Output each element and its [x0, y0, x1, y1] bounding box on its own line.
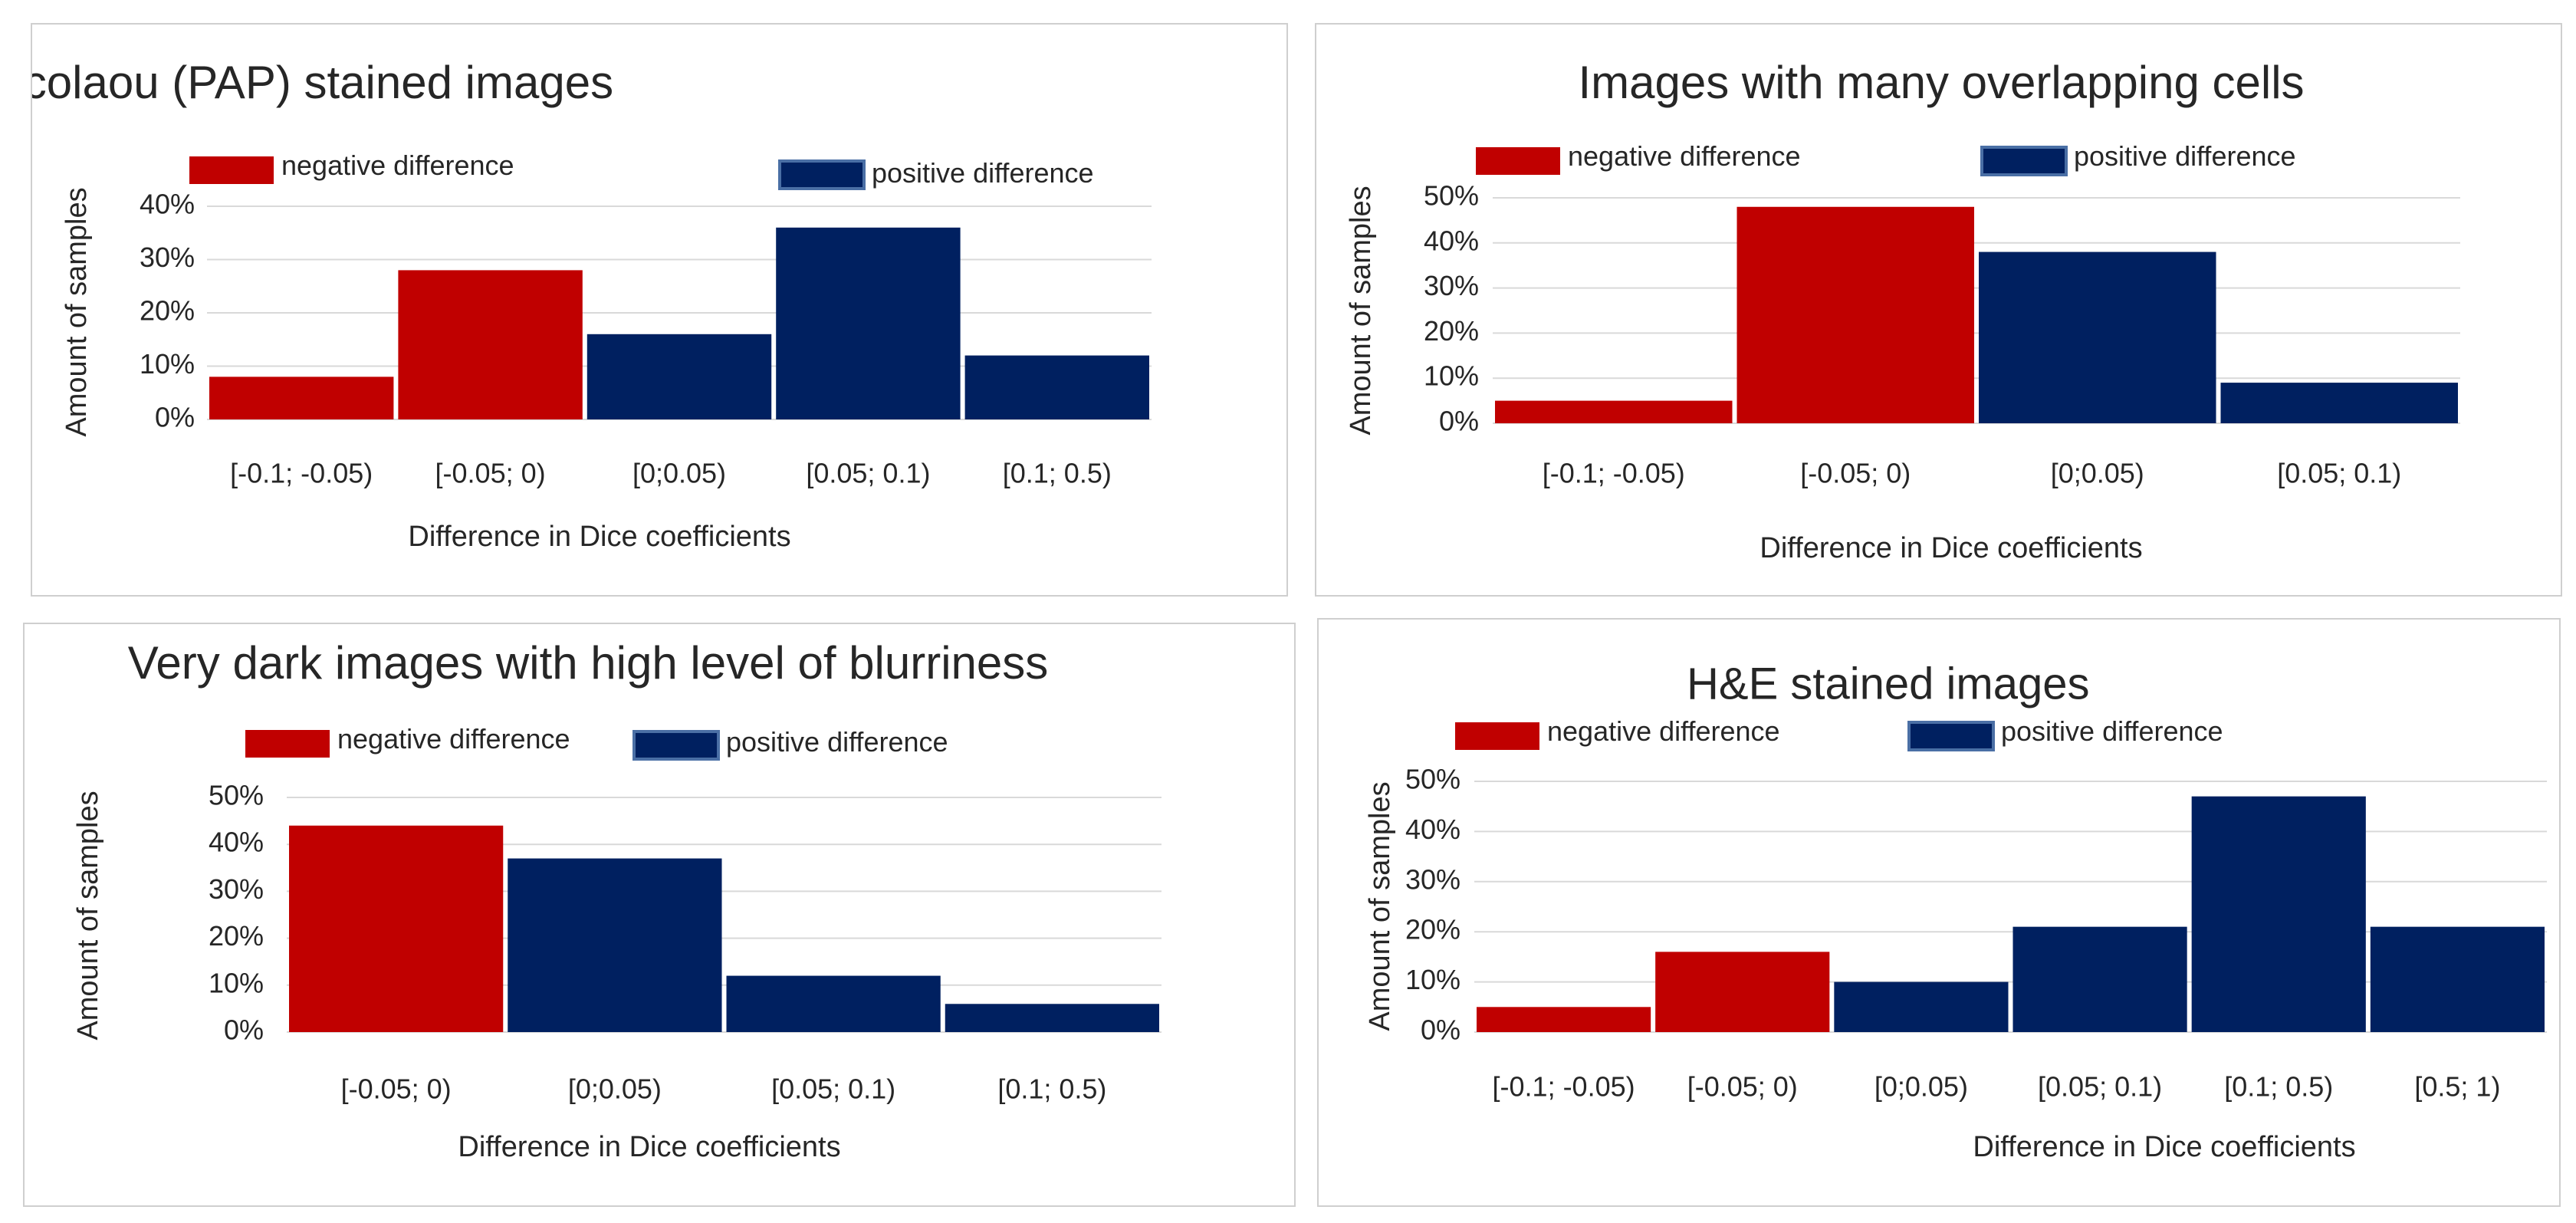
y-axis-label: Amount of samples: [61, 187, 93, 436]
y-tick-label: 30%: [1424, 270, 1479, 301]
y-tick-label: 10%: [140, 348, 195, 380]
y-tick-label: 30%: [1405, 863, 1460, 895]
x-tick-label: [0;0.05): [2051, 458, 2144, 489]
legend-swatch-positive: [1980, 146, 2068, 176]
x-tick-label: [0.05; 0.1): [806, 458, 930, 489]
legend-label-negative: negative difference: [337, 723, 570, 755]
x-axis-label: Difference in Dice coefficients: [1760, 532, 2142, 564]
y-tick-label: 20%: [1424, 315, 1479, 347]
bar-negative: [1737, 206, 1974, 423]
x-tick-label: [-0.1; -0.05): [1543, 458, 1685, 489]
x-tick-label: [0.1; 0.5): [1003, 458, 1112, 489]
legend-swatch-negative: [189, 156, 274, 184]
bar-positive: [945, 1004, 1159, 1032]
chart-panel-pap: Papanocolaou (PAP) stained images negativ…: [31, 23, 1288, 597]
chart-title: Very dark images with high level of blur…: [128, 637, 1049, 689]
y-tick-label: 10%: [1405, 964, 1460, 995]
bar-negative: [209, 376, 394, 419]
legend-label-positive: positive difference: [2001, 715, 2223, 747]
x-tick-label: [-0.05; 0): [435, 458, 546, 489]
y-tick-label: 40%: [209, 827, 264, 858]
legend-swatch-negative: [1455, 722, 1539, 750]
y-tick-label: 20%: [140, 295, 195, 327]
legend-swatch-negative: [1476, 147, 1560, 175]
bar-positive: [2191, 796, 2366, 1032]
y-axis-label: Amount of samples: [1345, 186, 1377, 435]
x-tick-label: [0;0.05): [568, 1073, 662, 1105]
chart-panel-overlapping: Images with many overlapping cells negati…: [1315, 23, 2562, 597]
chart-title: H&E stained images: [1687, 659, 2089, 708]
x-axis-label: Difference in Dice coefficients: [458, 1131, 840, 1163]
bar-negative: [1477, 1007, 1651, 1032]
legend-label-negative: negative difference: [1568, 140, 1801, 172]
bar-positive: [2013, 926, 2187, 1032]
legend-swatch-negative: [245, 730, 330, 758]
bar-positive: [1834, 981, 2009, 1032]
legend-swatch-positive: [1907, 721, 1995, 751]
chart-svg: Images with many overlapping cells negati…: [1345, 57, 2460, 564]
y-tick-label: 40%: [1424, 225, 1479, 256]
legend-label-positive: positive difference: [872, 157, 1094, 189]
x-tick-label: [0.5; 1): [2414, 1071, 2500, 1103]
chart-svg: H&E stained images negative difference pos…: [1364, 659, 2547, 1163]
x-tick-label: [0.1; 0.5): [2224, 1071, 2333, 1103]
y-tick-label: 10%: [209, 967, 264, 998]
legend-swatch-positive: [778, 159, 866, 190]
y-tick-label: 30%: [140, 242, 195, 273]
y-tick-label: 0%: [224, 1014, 264, 1046]
chart-panel-he: H&E stained images negative difference pos…: [1317, 618, 2561, 1207]
y-tick-label: 50%: [1405, 764, 1460, 795]
x-tick-label: [-0.1; -0.05): [230, 458, 373, 489]
bar-positive: [776, 227, 961, 419]
bar-positive: [1979, 252, 2216, 423]
y-tick-label: 40%: [140, 189, 195, 220]
x-tick-label: [-0.05; 0): [1687, 1071, 1798, 1103]
x-tick-label: [0.05; 0.1): [2277, 458, 2401, 489]
bar-positive: [726, 975, 941, 1032]
chart-svg: Very dark images with high level of blur…: [72, 637, 1162, 1163]
bar-positive: [508, 858, 722, 1032]
x-tick-label: [0;0.05): [1875, 1071, 1968, 1103]
x-tick-label: [0;0.05): [632, 458, 726, 489]
x-tick-label: [0.05; 0.1): [2038, 1071, 2162, 1103]
y-tick-label: 20%: [209, 920, 264, 952]
bar-negative: [1655, 952, 1830, 1032]
y-tick-label: 40%: [1405, 814, 1460, 845]
legend-label-positive: positive difference: [2074, 140, 2296, 172]
x-axis-label: Difference in Dice coefficients: [408, 521, 790, 553]
legend-label-negative: negative difference: [1547, 715, 1780, 747]
x-tick-label: [-0.05; 0): [341, 1073, 452, 1105]
y-tick-label: 50%: [209, 780, 264, 811]
chart-svg: Papanocolaou (PAP) stained images negativ…: [32, 57, 1152, 553]
y-tick-label: 50%: [1424, 180, 1479, 212]
bar-negative: [398, 270, 583, 419]
legend-swatch-positive: [632, 730, 720, 761]
y-tick-label: 10%: [1424, 360, 1479, 392]
legend-label-positive: positive difference: [726, 726, 948, 758]
bar-positive: [586, 334, 772, 419]
bar-positive: [2220, 383, 2458, 423]
y-tick-label: 0%: [1421, 1014, 1460, 1046]
bar-positive: [2370, 926, 2545, 1032]
y-axis-label: Amount of samples: [72, 791, 104, 1040]
bar-negative: [289, 825, 504, 1032]
chart-panel-dark-blurry: Very dark images with high level of blur…: [23, 623, 1296, 1207]
y-tick-label: 30%: [209, 873, 264, 905]
y-tick-label: 0%: [1439, 406, 1479, 437]
x-tick-label: [-0.1; -0.05): [1493, 1071, 1635, 1103]
chart-title: Papanocolaou (PAP) stained images: [32, 57, 613, 108]
chart-title: Images with many overlapping cells: [1578, 57, 2304, 108]
bar-positive: [964, 355, 1149, 419]
x-tick-label: [0.05; 0.1): [771, 1073, 895, 1105]
x-tick-label: [-0.05; 0): [1800, 458, 1911, 489]
y-tick-label: 0%: [155, 402, 195, 433]
y-axis-label: Amount of samples: [1364, 781, 1396, 1031]
x-tick-label: [0.1; 0.5): [997, 1073, 1106, 1105]
legend-label-negative: negative difference: [281, 150, 514, 181]
x-axis-label: Difference in Dice coefficients: [1973, 1131, 2355, 1163]
bar-negative: [1495, 400, 1733, 423]
y-tick-label: 20%: [1405, 914, 1460, 945]
